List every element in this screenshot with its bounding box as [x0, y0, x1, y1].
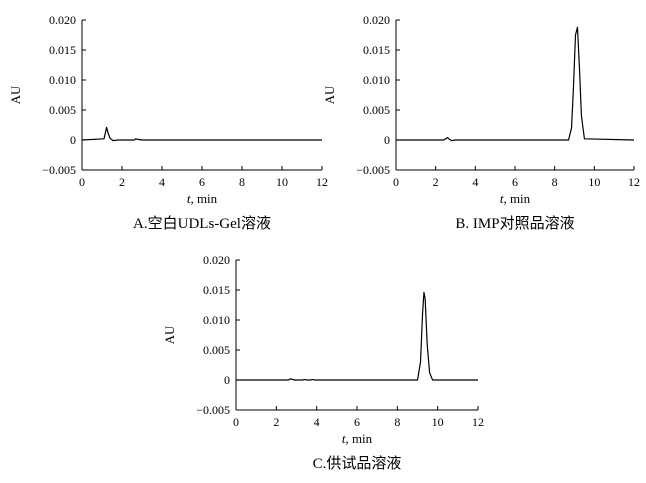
x-tick-label: 2 — [433, 175, 439, 189]
x-tick-label: 0 — [393, 175, 399, 189]
x-axis-label: t, min — [342, 431, 373, 446]
x-axis-label: t, min — [187, 191, 218, 206]
x-tick-label: 4 — [472, 175, 478, 189]
x-tick-label: 6 — [512, 175, 518, 189]
y-axis-label: AU — [162, 325, 177, 344]
x-tick-label: 10 — [276, 175, 288, 189]
y-tick-label: −0.005 — [196, 403, 230, 417]
x-axis-label: t, min — [500, 191, 531, 206]
x-axis-variable: t — [187, 191, 191, 206]
x-tick-label: 12 — [472, 415, 484, 429]
x-tick-label: 4 — [314, 415, 320, 429]
x-tick-label: 0 — [79, 175, 85, 189]
y-tick-label: 0.020 — [363, 13, 390, 27]
x-tick-label: 12 — [628, 175, 640, 189]
y-tick-label: −0.005 — [42, 163, 76, 177]
x-tick-label: 2 — [119, 175, 125, 189]
y-tick-label: 0 — [70, 133, 76, 147]
panel-caption: C.供试品溶液 — [313, 455, 402, 472]
x-tick-label: 10 — [432, 415, 444, 429]
x-tick-label: 2 — [273, 415, 279, 429]
y-tick-label: 0.010 — [203, 313, 230, 327]
chromatogram-trace — [236, 291, 478, 381]
x-tick-label: 0 — [233, 415, 239, 429]
y-tick-label: 0 — [384, 133, 390, 147]
y-tick-label: 0.005 — [363, 103, 390, 117]
x-axis-variable: t — [342, 431, 346, 446]
y-tick-label: 0.015 — [203, 283, 230, 297]
x-axis-unit: , min — [345, 431, 372, 446]
y-tick-label: 0 — [224, 373, 230, 387]
y-tick-label: 0.015 — [363, 43, 390, 57]
y-tick-label: −0.005 — [356, 163, 390, 177]
x-tick-label: 10 — [588, 175, 600, 189]
x-tick-label: 6 — [199, 175, 205, 189]
chromatogram-trace — [81, 126, 322, 142]
panel-caption: A.空白UDLs-Gel溶液 — [133, 215, 271, 232]
x-axis-unit: , min — [190, 191, 217, 206]
x-tick-label: 12 — [316, 175, 328, 189]
y-tick-label: 0.005 — [49, 103, 76, 117]
y-tick-label: 0.010 — [49, 73, 76, 87]
y-tick-label: 0.005 — [203, 343, 230, 357]
x-tick-label: 8 — [552, 175, 558, 189]
x-axis-variable: t — [500, 191, 504, 206]
y-tick-label: 0.020 — [203, 253, 230, 267]
y-axis-label: AU — [322, 85, 337, 104]
y-axis-label: AU — [8, 85, 23, 104]
x-axis-unit: , min — [503, 191, 530, 206]
y-tick-label: 0.010 — [363, 73, 390, 87]
chromatogram-trace — [396, 26, 635, 142]
y-tick-label: 0.015 — [49, 43, 76, 57]
y-tick-label: 0.020 — [49, 13, 76, 27]
x-tick-label: 4 — [159, 175, 165, 189]
x-tick-label: 8 — [394, 415, 400, 429]
x-tick-label: 6 — [354, 415, 360, 429]
panel-caption: B. IMP对照品溶液 — [455, 215, 574, 232]
x-tick-label: 8 — [239, 175, 245, 189]
